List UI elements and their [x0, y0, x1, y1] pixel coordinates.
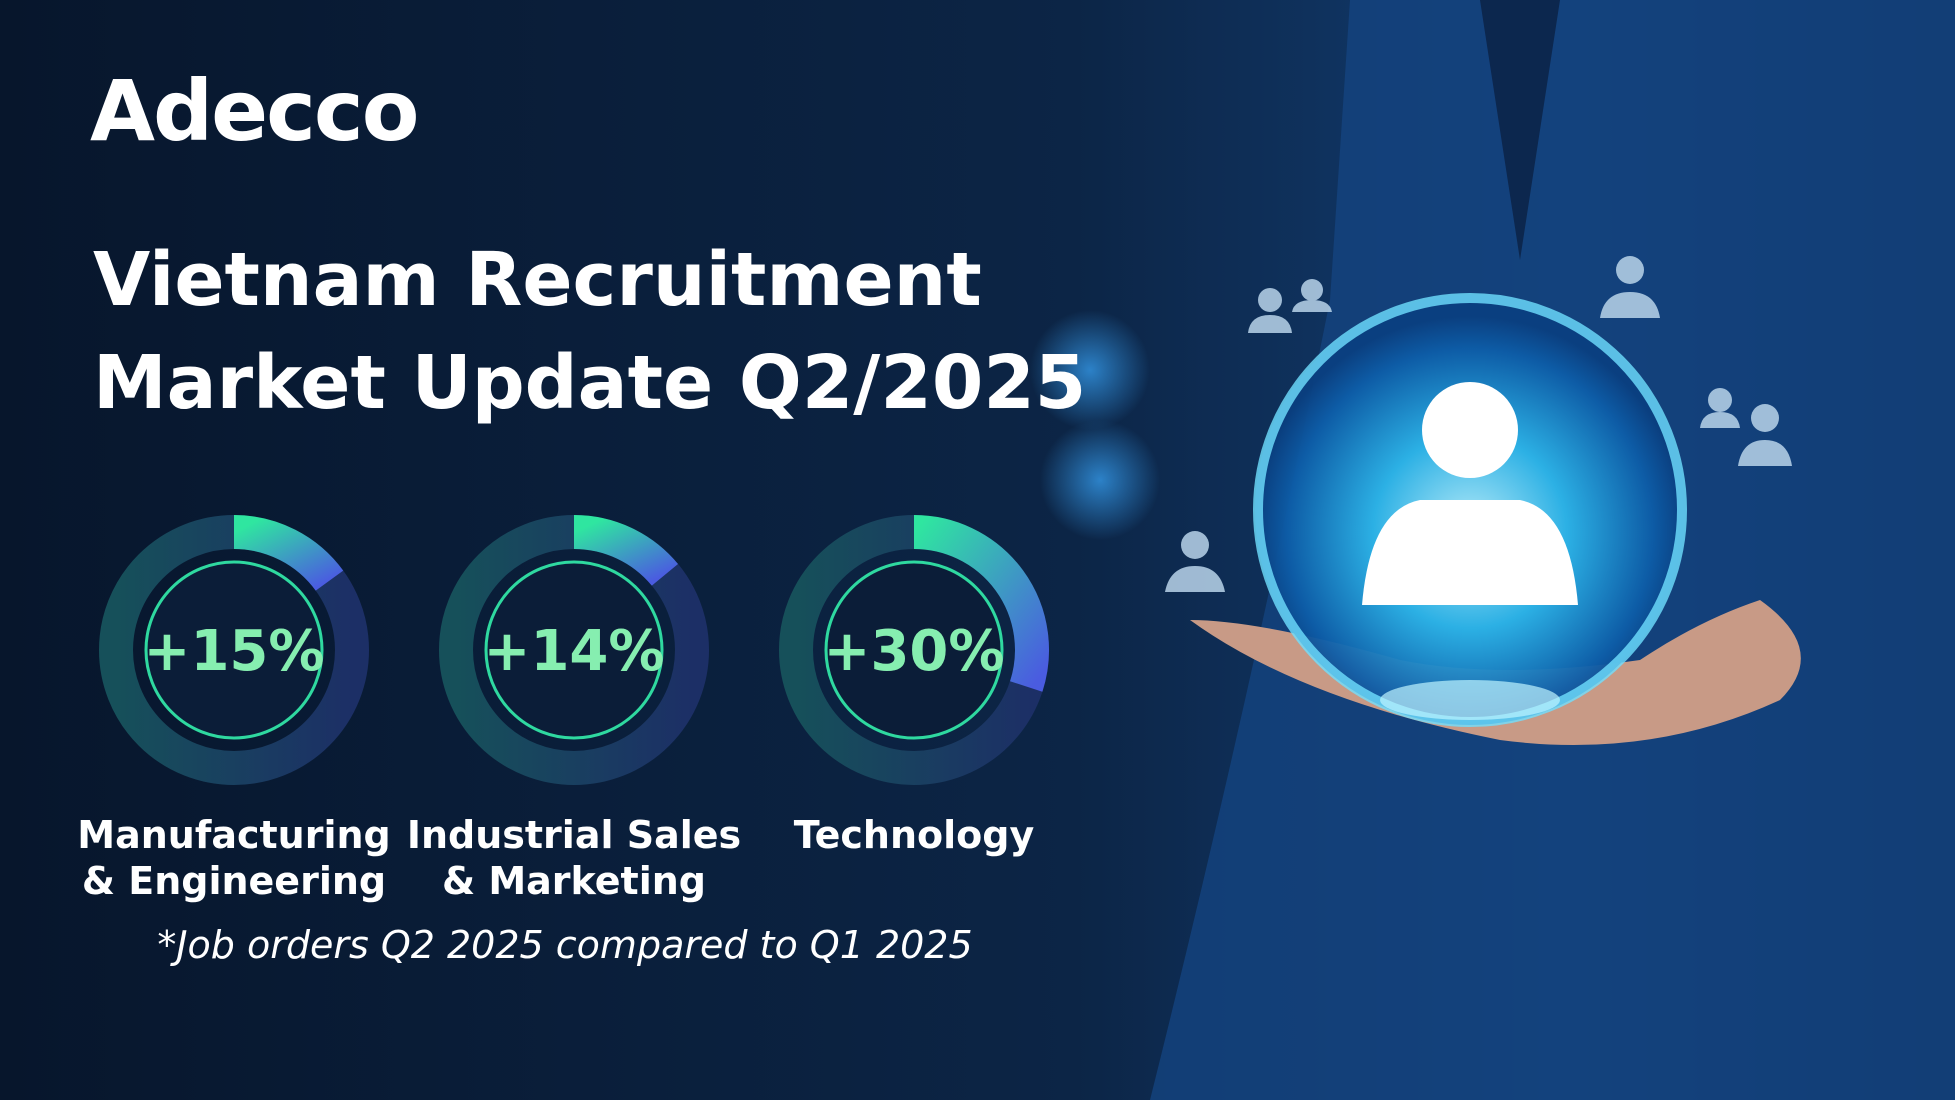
value-label: +15% — [144, 619, 325, 684]
photo-illustration — [1030, 0, 1955, 1100]
category-label: & Engineering — [82, 859, 386, 903]
donut-inner — [484, 560, 664, 740]
donut-arc — [573, 515, 679, 587]
donut-inner — [824, 560, 1004, 740]
footnote: *Job orders Q2 2025 compared to Q1 2025 — [157, 923, 972, 967]
category-label: & Marketing — [442, 859, 706, 903]
title-line: Market Update Q2/2025 — [93, 340, 1086, 426]
value-label: +14% — [484, 619, 665, 684]
value-label: +30% — [824, 619, 1005, 684]
logo: Adecco — [90, 62, 417, 160]
title-line: Vietnam Recruitment — [93, 237, 982, 323]
donut-arc — [913, 515, 1049, 692]
donut-inner — [144, 560, 324, 740]
category-label: Manufacturing — [77, 813, 391, 857]
category-label: Industrial Sales — [407, 813, 741, 857]
category-label: Technology — [794, 813, 1035, 857]
donut-arc — [233, 515, 344, 592]
